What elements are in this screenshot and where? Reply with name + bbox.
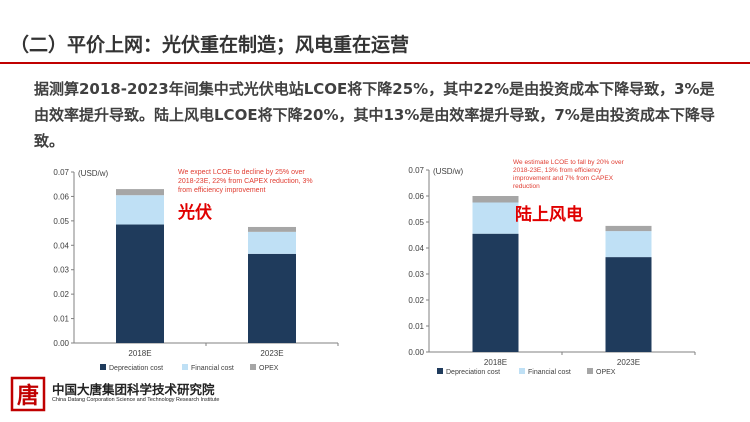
title-bar: （二）平价上网：光伏重在制造；风电重在运营 [0, 0, 750, 66]
chart-annotation: We estimate LCOE to fall by 20% over 2018… [513, 159, 625, 190]
bar-segment-financial-cost [605, 231, 652, 258]
legend-swatch [587, 368, 593, 374]
bar-segment-financial-cost [248, 231, 296, 254]
y-tick-label: 0.03 [53, 266, 69, 275]
chart-overlay-label: 陆上风电 [515, 204, 583, 225]
y-tick-label: 0.02 [53, 290, 69, 299]
bar-segment-opex [116, 189, 164, 196]
title-divider [0, 62, 750, 64]
solar-lcoe-chart-svg: 0.00 0.01 0.02 0.03 0.04 0.05 0.06 0.07 (USD/w) 2… [53, 168, 339, 372]
y-tick-label: 0.06 [53, 192, 69, 201]
legend-swatch [250, 364, 256, 370]
y-tick-label: 0.06 [408, 192, 424, 201]
legend-swatch [437, 368, 443, 374]
bar-segment-depreciation-cost [248, 253, 296, 343]
y-tick-label: 0.00 [408, 348, 424, 357]
y-tick-label: 0.04 [408, 244, 424, 253]
bar-segment-financial-cost [116, 195, 164, 225]
legend-swatch [519, 368, 525, 374]
legend-label: OPEX [596, 369, 616, 376]
x-tick-label: 2018E [128, 349, 151, 358]
x-tick-label: 2023E [617, 358, 640, 367]
legend-label: OPEX [259, 365, 279, 372]
legend-label: Financial cost [191, 365, 234, 372]
y-tick-label: 0.02 [408, 296, 424, 305]
bar-segment-depreciation-cost [605, 257, 652, 352]
chart-annotation: We expect LCOE to decline by 25% over 201… [178, 169, 313, 194]
y-tick-label: 0.01 [408, 322, 424, 331]
datang-logo-icon: 唐 [10, 376, 46, 412]
bar-segment-opex [248, 226, 296, 232]
x-tick-label: 2023E [260, 349, 283, 358]
page-title: （二）平价上网：光伏重在制造；风电重在运营 [10, 34, 410, 56]
wind-lcoe-chart-svg: 0.00 0.01 0.02 0.03 0.04 0.05 0.06 0.07 (USD/w) 2… [408, 159, 696, 376]
unit-label: (USD/w) [78, 169, 109, 178]
y-tick-label: 0.01 [53, 315, 69, 324]
y-tick-label: 0.03 [408, 270, 424, 279]
institute-subtitle: China Datang Corporation Science and Tec… [52, 397, 220, 403]
bar-segment-opex [605, 225, 652, 232]
x-tick-label: 2018E [484, 358, 507, 367]
y-tick-label: 0.00 [53, 339, 69, 348]
legend-label: Depreciation cost [109, 365, 163, 372]
wind-lcoe-chart: 0.00 0.01 0.02 0.03 0.04 0.05 0.06 0.07 (USD/w) 2… [395, 152, 725, 378]
bar-segment-depreciation-cost [472, 233, 519, 352]
bar-segment-depreciation-cost [116, 224, 164, 343]
chart-overlay-label: 光伏 [177, 202, 212, 223]
y-tick-label: 0.05 [408, 218, 424, 227]
summary-text: 据测算2018-2023年间集中式光伏电站LCOE将下降25%，其中22%是由投… [34, 80, 715, 150]
y-tick-label: 0.04 [53, 241, 69, 250]
bar-segment-financial-cost [472, 202, 519, 234]
y-tick-label: 0.07 [53, 168, 69, 177]
legend-label: Financial cost [528, 369, 571, 376]
legend-label: Depreciation cost [446, 369, 500, 376]
bar-segment-opex [472, 196, 519, 203]
institute-logo: 唐 中国大唐集团科学技术研究院 China Datang Corporation… [10, 376, 310, 416]
unit-label: (USD/w) [433, 167, 464, 176]
legend-swatch [182, 364, 188, 370]
logo-mark: 唐 [17, 383, 39, 409]
legend-swatch [100, 364, 106, 370]
y-tick-label: 0.05 [53, 217, 69, 226]
y-tick-label: 0.07 [408, 166, 424, 175]
institute-name: 中国大唐集团科学技术研究院 [52, 382, 215, 397]
solar-lcoe-chart: 0.00 0.01 0.02 0.03 0.04 0.05 0.06 0.07 (USD/w) 2… [38, 160, 358, 376]
